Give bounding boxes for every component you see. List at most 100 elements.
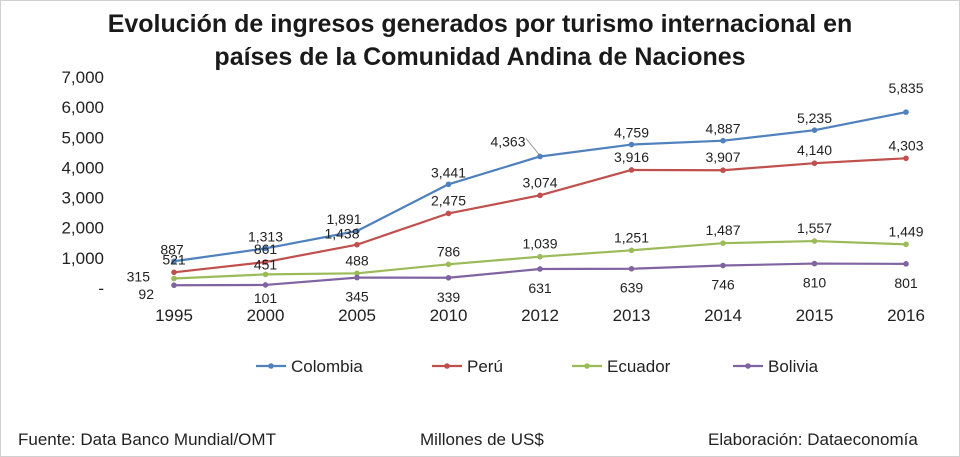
x-tick-label: 2014: [704, 306, 742, 325]
data-point: [354, 228, 360, 234]
data-point: [720, 167, 726, 174]
data-label: 1,251: [614, 229, 649, 245]
data-label: 315: [127, 269, 151, 285]
data-point: [354, 274, 360, 281]
data-point: [903, 155, 909, 162]
data-label: 3,916: [614, 149, 649, 165]
data-point: [354, 241, 360, 248]
data-label: 92: [138, 286, 154, 302]
legend-marker: [268, 363, 274, 369]
y-tick-label: 7,000: [61, 68, 104, 87]
data-point: [262, 259, 269, 265]
y-tick-label: 6,000: [61, 98, 104, 117]
data-point: [262, 245, 269, 252]
data-label: 345: [345, 289, 369, 305]
data-point: [445, 261, 452, 268]
x-tick-label: 2013: [613, 306, 651, 325]
data-point: [903, 261, 909, 267]
data-point: [171, 258, 177, 265]
data-point: [811, 238, 818, 244]
data-label: 5,235: [797, 110, 832, 126]
data-point: [811, 260, 818, 267]
data-point: [628, 167, 635, 173]
data-label: 488: [345, 252, 369, 268]
x-tick-label: 2000: [247, 306, 285, 325]
data-label: 101: [254, 290, 278, 306]
footer-credit: Elaboración: Dataeconomía: [708, 430, 918, 449]
data-label: 1,039: [522, 236, 557, 252]
footer-source: Fuente: Data Banco Mundial/OMT: [18, 430, 276, 449]
chart-title-line-1: Evolución de ingresos generados por turi…: [107, 10, 853, 38]
x-tick-label: 2005: [338, 306, 376, 325]
x-tick-label: 2015: [796, 306, 834, 325]
x-tick-label: 2016: [887, 306, 925, 325]
data-point: [811, 160, 818, 167]
data-label: 1,449: [888, 223, 923, 239]
data-label: 810: [803, 275, 827, 291]
data-label: 1,313: [248, 228, 283, 244]
data-label: 521: [162, 251, 186, 267]
data-label: 3,907: [705, 149, 740, 165]
data-point: [262, 271, 269, 278]
data-label: 631: [528, 280, 552, 296]
data-label: 1,891: [326, 211, 361, 227]
legend-label: Perú: [467, 357, 503, 376]
data-point: [445, 274, 452, 281]
data-label: 4,887: [705, 121, 740, 137]
chart-title: Evolución de ingresos generados por turi…: [0, 8, 960, 74]
data-point: [720, 137, 726, 144]
y-tick-label: 5,000: [61, 128, 104, 147]
data-point: [354, 270, 360, 277]
data-label: 801: [894, 275, 918, 291]
data-point: [537, 192, 543, 199]
data-point: [628, 141, 635, 148]
y-tick-label: -: [98, 279, 104, 298]
data-point: [445, 210, 452, 217]
chart-title-line-2: países de la Comunidad Andina de Nacione…: [214, 43, 746, 71]
legend-label: Ecuador: [607, 357, 671, 376]
data-point: [262, 282, 269, 288]
data-label: 861: [254, 241, 278, 257]
data-label: 746: [711, 277, 735, 293]
data-point: [445, 181, 452, 188]
data-label: 339: [437, 289, 461, 305]
legend-label: Bolivia: [768, 357, 819, 376]
data-label: 451: [254, 256, 278, 272]
data-point: [720, 262, 726, 269]
data-label: 3,441: [431, 164, 466, 180]
data-point: [171, 282, 177, 289]
data-point: [171, 275, 177, 282]
data-point: [628, 247, 635, 254]
data-point: [628, 265, 635, 272]
data-point: [811, 127, 818, 134]
x-tick-label: 2010: [430, 306, 468, 325]
footer-units: Millones de US$: [420, 430, 544, 449]
x-tick-label: 1995: [155, 306, 193, 325]
data-point: [537, 253, 543, 260]
y-tick-label: 1,000: [61, 249, 104, 268]
data-point: [903, 241, 909, 248]
data-label: 4,759: [614, 125, 649, 141]
legend-marker: [584, 363, 590, 369]
legend-label: Colombia: [291, 357, 363, 376]
y-tick-label: 4,000: [61, 158, 104, 177]
data-point: [537, 153, 543, 160]
data-label: 639: [620, 280, 644, 296]
data-label: 2,475: [431, 192, 466, 208]
data-label: 1,438: [324, 226, 359, 242]
data-label: 3,074: [522, 174, 557, 190]
data-point: [537, 266, 543, 272]
data-point: [720, 240, 726, 246]
data-label: 1,557: [797, 220, 832, 236]
data-label: 4,303: [888, 137, 923, 153]
y-tick-label: 2,000: [61, 219, 104, 238]
data-point: [903, 109, 909, 115]
y-tick-label: 3,000: [61, 189, 104, 208]
data-label: 4,140: [797, 142, 832, 158]
data-label-leader-line: [525, 138, 540, 155]
data-label: 4,363: [490, 133, 525, 149]
x-tick-label: 2012: [521, 306, 559, 325]
data-label: 786: [437, 243, 461, 259]
data-label: 1,487: [705, 222, 740, 238]
